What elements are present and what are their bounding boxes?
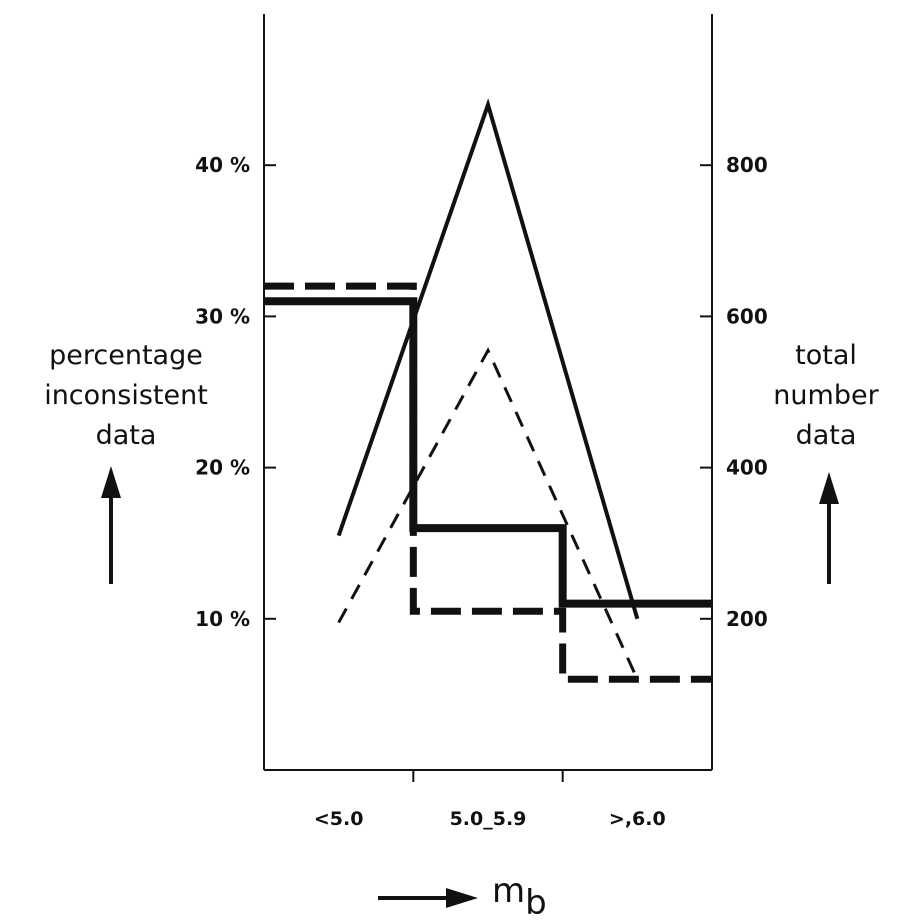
left-axis-title: percentage inconsistent data bbox=[44, 340, 208, 451]
x-axis-title-main: m bbox=[492, 871, 525, 911]
right-axis-ticks: 200 400 600 800 bbox=[700, 153, 768, 631]
left-tick-label: 30 % bbox=[195, 304, 250, 328]
x-axis-title: mb bbox=[492, 871, 547, 923]
left-tick-label: 20 % bbox=[195, 456, 250, 480]
left-tick-label: 40 % bbox=[195, 153, 250, 177]
axis-title-line: number bbox=[773, 380, 879, 411]
dashed-step-series bbox=[264, 282, 712, 683]
right-axis-title: total number data bbox=[773, 340, 879, 451]
left-axis-ticks: 10 % 20 % 30 % 40 % bbox=[195, 153, 276, 631]
right-tick-label: 600 bbox=[726, 304, 768, 328]
x-category-label: >,6.0 bbox=[609, 808, 666, 830]
x-axis-title-subscript: b bbox=[525, 883, 547, 923]
x-category-label: 5.0_5.9 bbox=[450, 808, 527, 830]
solid-step-series bbox=[264, 297, 712, 608]
right-tick-label: 200 bbox=[726, 607, 768, 631]
axis-title-line: data bbox=[796, 420, 857, 451]
x-axis-categories: <5.0 5.0_5.9 >,6.0 bbox=[314, 808, 666, 830]
solid-line-series bbox=[336, 98, 640, 620]
axis-title-line: data bbox=[96, 420, 157, 451]
left-axis-arrow bbox=[101, 466, 121, 584]
right-axis-arrow bbox=[819, 472, 839, 584]
left-tick-label: 10 % bbox=[195, 607, 250, 631]
plot-frame bbox=[263, 14, 713, 782]
dashed-line-series bbox=[337, 347, 639, 680]
line-series bbox=[336, 98, 640, 680]
right-tick-label: 400 bbox=[726, 456, 768, 480]
axis-title-line: total bbox=[795, 340, 857, 371]
x-category-label: <5.0 bbox=[314, 808, 364, 830]
right-tick-label: 800 bbox=[726, 153, 768, 177]
step-series bbox=[264, 282, 712, 683]
axis-title-line: percentage bbox=[49, 340, 203, 371]
x-axis-arrow bbox=[378, 888, 478, 908]
axis-title-line: inconsistent bbox=[44, 380, 208, 411]
